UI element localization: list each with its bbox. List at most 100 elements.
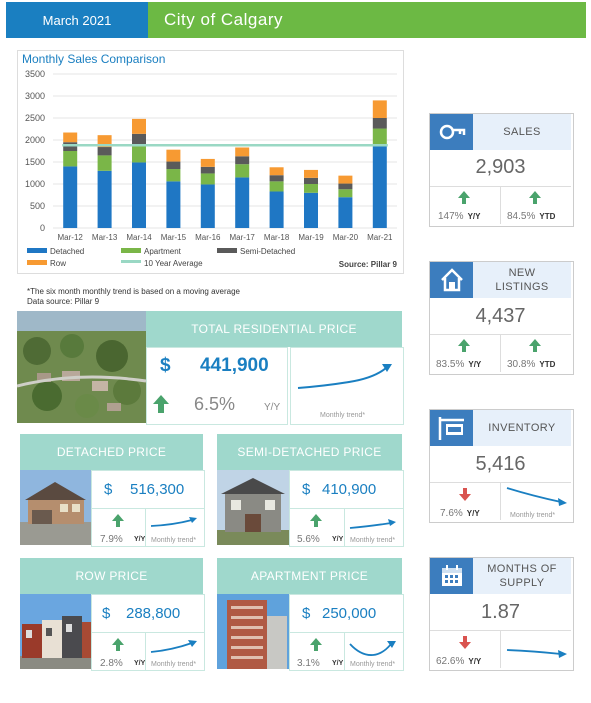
legend-swatch — [217, 248, 237, 253]
calendar-icon — [430, 558, 473, 594]
bar-semi-detached — [304, 177, 318, 184]
bar-row — [304, 169, 318, 178]
semi-pct-label: Y/Y — [332, 536, 344, 543]
monthly-sales-chart — [17, 50, 404, 274]
row-house-photo — [20, 594, 91, 669]
y-tick-label: 2000 — [25, 135, 45, 145]
row-price-box — [91, 594, 205, 634]
inventory-value: 5,416 — [475, 453, 526, 475]
legend-label: Detached — [50, 247, 84, 256]
bar-detached — [304, 192, 318, 228]
legend-label: Row — [50, 259, 66, 268]
chart-source: Source: Pillar 9 — [339, 260, 398, 269]
chart-notes: *The six month monthly trend is based on… — [27, 287, 240, 307]
bar-apartment — [200, 173, 215, 185]
bar-row — [200, 158, 215, 167]
bar-semi-detached — [338, 183, 353, 190]
sales-ytd: 84.5% YTD — [507, 211, 556, 222]
bar-apartment — [63, 151, 78, 167]
x-tick-label: Mar-17 — [230, 233, 256, 242]
divider — [500, 186, 501, 224]
divider — [500, 630, 501, 668]
bar-apartment — [166, 169, 181, 182]
bar-row — [166, 149, 181, 162]
bar-row — [63, 132, 78, 143]
row-pct: 2.8% — [100, 658, 123, 669]
total-trend-line — [297, 364, 392, 389]
data-source-note: Data source: Pillar 9 — [27, 297, 100, 306]
legend-label: 10 Year Average — [144, 259, 203, 268]
bar-semi-detached — [200, 166, 215, 174]
x-tick-label: Mar-19 — [298, 233, 324, 242]
apartment-tower-photo — [217, 594, 289, 669]
semi-trend-line — [349, 519, 396, 529]
detached-pct-box — [91, 508, 147, 547]
total-currency: $ — [160, 355, 171, 376]
bar-detached — [97, 170, 112, 228]
listings-ytd: 30.8% YTD — [507, 359, 556, 370]
detached-house-photo — [20, 470, 91, 545]
total-pct: 6.5% — [194, 394, 236, 414]
detached-trend-line — [150, 517, 197, 527]
inventory-yy: 7.6% Y/Y — [440, 508, 480, 519]
semi-price: 410,900 — [322, 481, 377, 498]
legend-swatch — [121, 260, 141, 263]
listings-yy: 83.5% Y/Y — [436, 359, 482, 370]
legend-label: Semi-Detached — [240, 247, 295, 256]
x-tick-label: Mar-14 — [126, 233, 152, 242]
house-icon — [430, 262, 473, 298]
apartment-pct-box — [289, 632, 346, 671]
sales-title: SALES — [503, 126, 541, 138]
bar-row — [372, 100, 387, 118]
up-arrow-icon — [310, 638, 322, 651]
bar-semi-detached — [372, 118, 387, 129]
down-arrow-icon — [459, 488, 471, 501]
total-pct-label: Y/Y — [264, 402, 281, 413]
y-tick-label: 1000 — [25, 179, 45, 189]
sales-yy: 147% Y/Y — [438, 211, 481, 222]
y-tick-label: 2500 — [25, 113, 45, 123]
bar-apartment — [304, 184, 318, 193]
bar-row — [235, 147, 250, 157]
listings-title: NEW LISTINGS — [495, 267, 549, 293]
down-arrow-icon — [459, 636, 471, 649]
chart-title: Monthly Sales Comparison — [22, 52, 166, 66]
bar-semi-detached — [63, 142, 78, 151]
legend-swatch — [27, 260, 47, 265]
semi-detached-house-photo — [217, 470, 289, 545]
key-icon — [430, 114, 473, 150]
legend-label: Apartment — [144, 247, 182, 256]
bar-row — [338, 175, 353, 184]
aerial-neighbourhood-photo — [17, 311, 146, 423]
apartment-price: 250,000 — [322, 605, 377, 622]
apartment-trend-box — [344, 632, 404, 671]
bar-detached — [63, 166, 78, 228]
supply-trend-line — [506, 649, 567, 658]
bar-row — [269, 167, 284, 176]
y-tick-label: 500 — [30, 201, 45, 211]
detached-trend-box — [145, 508, 205, 547]
y-tick-label: 3500 — [25, 69, 45, 79]
bar-apartment — [269, 181, 284, 192]
chart-svg: 0 500 1000 1500 2000 2500 3000 3500 Mar-12 Mar-13… — [25, 69, 398, 269]
bar-semi-detached — [166, 161, 181, 170]
bar-detached — [166, 181, 181, 228]
apartment-pct-label: Y/Y — [332, 660, 344, 667]
divider — [500, 334, 501, 372]
up-arrow-icon — [153, 395, 169, 413]
detached-currency: $ — [104, 481, 113, 498]
header-city-bar — [148, 2, 586, 38]
sales-value: 2,903 — [475, 156, 526, 178]
bar-apartment — [372, 128, 387, 147]
supply-value: 1.87 — [481, 601, 520, 623]
up-arrow-icon — [458, 191, 470, 204]
x-tick-label: Mar-18 — [264, 233, 290, 242]
bar-row — [97, 135, 112, 148]
bar-detached — [200, 184, 215, 228]
apartment-header: APARTMENT PRICE — [217, 558, 402, 594]
legend-swatch — [121, 248, 141, 253]
row-header: ROW PRICE — [20, 558, 203, 594]
bar-detached — [235, 177, 250, 228]
y-tick-label: 0 — [40, 223, 45, 233]
total-price-header: TOTAL RESIDENTIAL PRICE — [146, 311, 402, 347]
